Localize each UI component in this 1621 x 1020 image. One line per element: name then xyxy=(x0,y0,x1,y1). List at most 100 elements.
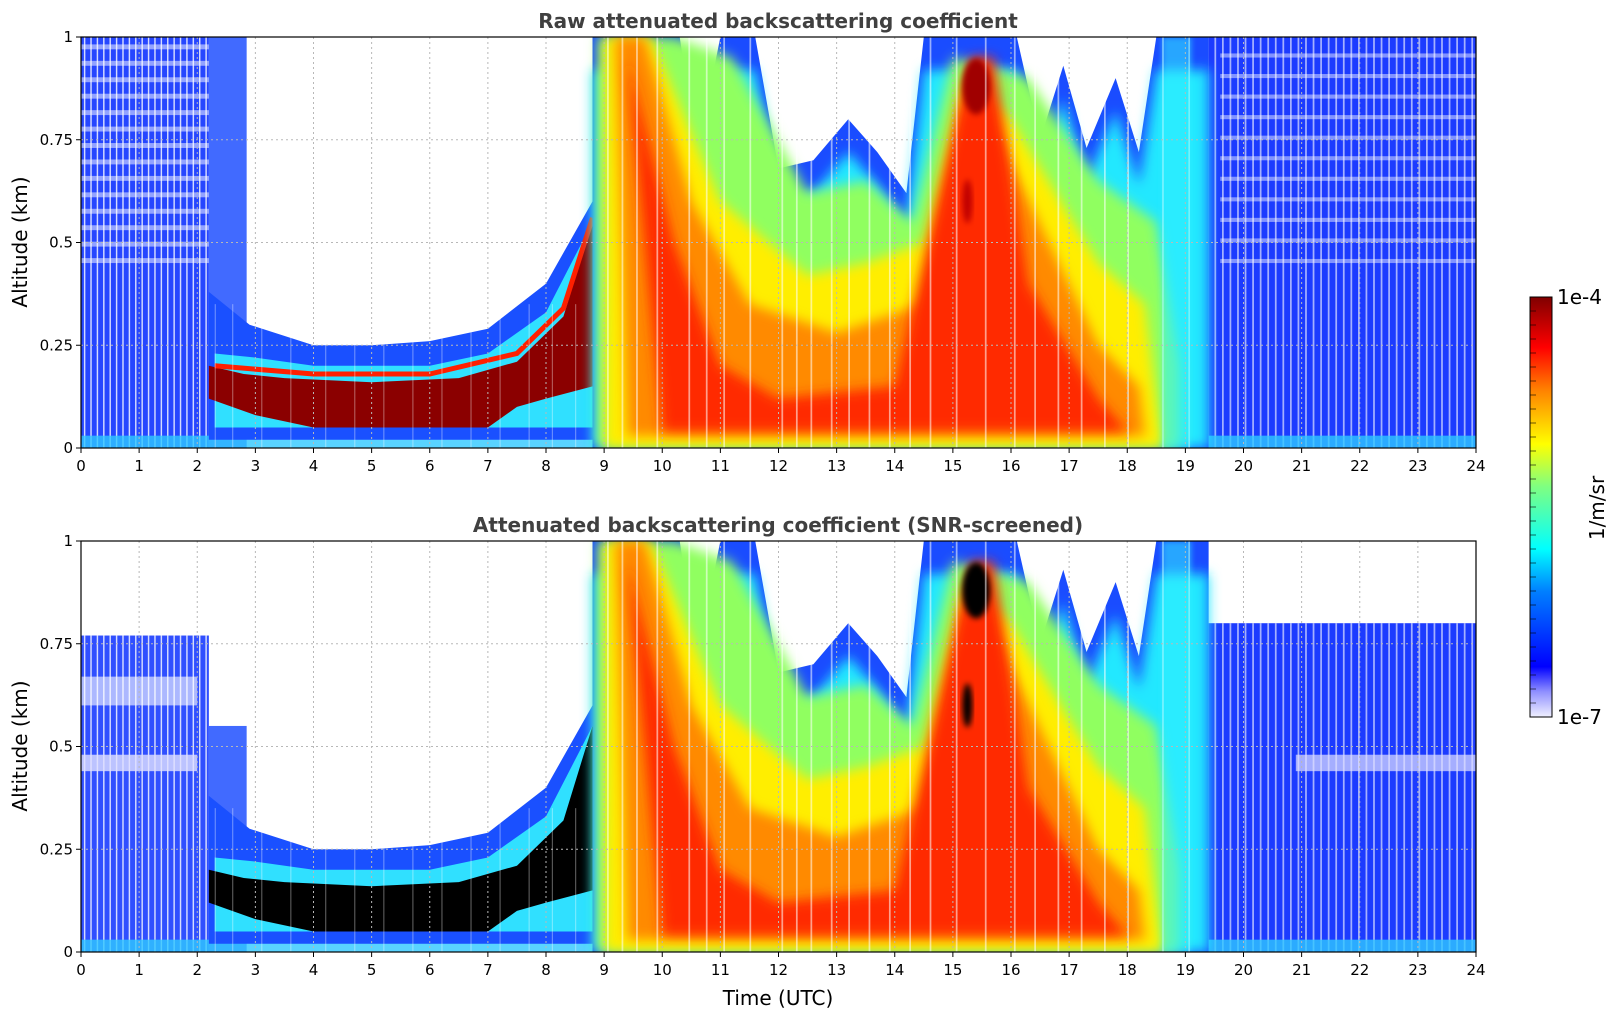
heatmap-region xyxy=(1373,37,1375,448)
heatmap-region xyxy=(551,808,553,952)
heatmap-region xyxy=(412,304,414,448)
heatmap-region xyxy=(909,37,912,448)
heatmap-region xyxy=(83,635,86,952)
heatmap-region xyxy=(1358,37,1360,448)
x-tick-label: 1 xyxy=(134,457,144,475)
y-tick-label: 0 xyxy=(63,439,73,457)
panel-raw: Raw attenuated backscattering coefficien… xyxy=(8,9,1486,475)
heatmap-region xyxy=(96,635,99,952)
heatmap-region xyxy=(81,208,209,214)
heatmap-region xyxy=(962,683,973,728)
x-tick-label: 4 xyxy=(309,961,319,979)
colorbar-unit-label: 1/m/sr xyxy=(1585,475,1609,540)
colorbar: 1e-4 1e-7 1/m/sr xyxy=(1529,285,1609,729)
heatmap-region xyxy=(1312,37,1315,448)
x-tick-label: 1 xyxy=(134,961,144,979)
heatmap-region xyxy=(1418,623,1421,952)
x-tick-label: 6 xyxy=(425,961,435,979)
panel-screened-title: Attenuated backscattering coefficient (S… xyxy=(473,513,1083,537)
heatmap-region xyxy=(627,57,1128,432)
heatmap-region xyxy=(688,541,691,952)
heatmap-region xyxy=(261,304,263,448)
x-tick-label: 19 xyxy=(1176,457,1195,475)
heatmap-region xyxy=(1013,541,1016,952)
heatmap-region xyxy=(81,44,209,50)
heatmap-region xyxy=(1305,37,1307,448)
heatmap-region xyxy=(1290,623,1292,952)
heatmap-region xyxy=(929,37,932,448)
y-tick-label: 1 xyxy=(63,28,73,46)
heatmap-region xyxy=(1214,623,1217,952)
heatmap-region xyxy=(81,143,209,148)
heatmap-region xyxy=(1034,37,1036,448)
heatmap-region xyxy=(984,37,987,448)
heatmap-region xyxy=(232,304,234,448)
heatmap-region xyxy=(749,541,752,952)
heatmap-region xyxy=(1220,156,1476,161)
x-tick-label: 24 xyxy=(1466,457,1485,475)
heatmap-region xyxy=(575,304,577,448)
x-tick-label: 12 xyxy=(769,961,788,979)
heatmap-region xyxy=(1259,37,1262,448)
x-tick-label: 15 xyxy=(943,457,962,475)
heatmap-region xyxy=(868,37,871,448)
heatmap-region xyxy=(109,635,111,952)
x-tick-label: 16 xyxy=(1001,961,1020,979)
heatmap-region xyxy=(214,217,595,377)
x-tick-label: 7 xyxy=(483,457,493,475)
x-tick-label: 17 xyxy=(1060,457,1079,475)
heatmap-region xyxy=(81,77,209,83)
x-tick-label: 18 xyxy=(1118,961,1137,979)
x-tick-label: 9 xyxy=(599,457,609,475)
heatmap-region xyxy=(1342,623,1345,952)
heatmap-region xyxy=(1229,37,1232,448)
heatmap-region xyxy=(1380,623,1383,952)
heatmap-region xyxy=(198,635,201,952)
heatmap-region xyxy=(1433,623,1436,952)
x-tick-label: 3 xyxy=(251,961,261,979)
heatmap-region xyxy=(1471,623,1474,952)
x-tick-label: 10 xyxy=(653,457,672,475)
heatmap-region xyxy=(962,179,973,224)
heatmap-region xyxy=(1312,623,1315,952)
heatmap-region xyxy=(1327,37,1330,448)
y-tick-label: 0.75 xyxy=(40,635,73,653)
heatmap-region xyxy=(1104,541,1106,952)
heatmap-region xyxy=(528,808,530,952)
x-tick-label: 2 xyxy=(192,457,202,475)
heatmap-region xyxy=(1252,623,1254,952)
heatmap-region xyxy=(470,304,472,448)
x-tick-label: 0 xyxy=(76,457,86,475)
x-ticks-raw: 0 1 2 3 4 5 6 7 8 9 10 11 12 13 14 15 16 17 18 19 20 21 22 23 24 xyxy=(76,448,1486,475)
heatmap-region xyxy=(441,808,443,952)
heatmap-region xyxy=(1448,623,1451,952)
heatmap-region xyxy=(1220,115,1476,120)
x-tick-label: 22 xyxy=(1350,457,1369,475)
grid-screened xyxy=(81,541,1476,952)
heatmap-region xyxy=(1220,73,1476,79)
heatmap-region xyxy=(1295,754,1476,772)
heatmap-region xyxy=(723,541,726,952)
heatmap-region xyxy=(1297,623,1300,952)
heatmap-region xyxy=(115,635,118,952)
x-tick-label: 23 xyxy=(1408,961,1427,979)
heatmap-region xyxy=(749,37,752,448)
heatmap-region xyxy=(1410,623,1413,952)
heatmap-region xyxy=(1290,37,1292,448)
heatmap-region xyxy=(160,635,163,952)
heatmap-region xyxy=(208,221,593,428)
heatmap-region xyxy=(1220,53,1476,58)
heatmap-region xyxy=(261,808,263,952)
heatmap-region xyxy=(147,635,150,952)
heatmap-region xyxy=(383,808,385,952)
y-tick-label: 0 xyxy=(63,943,73,961)
heatmap-region xyxy=(688,37,691,448)
heatmap-region xyxy=(888,541,891,952)
heatmap-region xyxy=(325,808,327,952)
heatmap-region xyxy=(1127,541,1129,952)
x-tick-label: 5 xyxy=(367,961,377,979)
x-tick-label: 20 xyxy=(1234,961,1253,979)
heatmap-region xyxy=(868,541,871,952)
x-tick-label: 23 xyxy=(1408,457,1427,475)
heatmap-region xyxy=(1220,217,1476,222)
